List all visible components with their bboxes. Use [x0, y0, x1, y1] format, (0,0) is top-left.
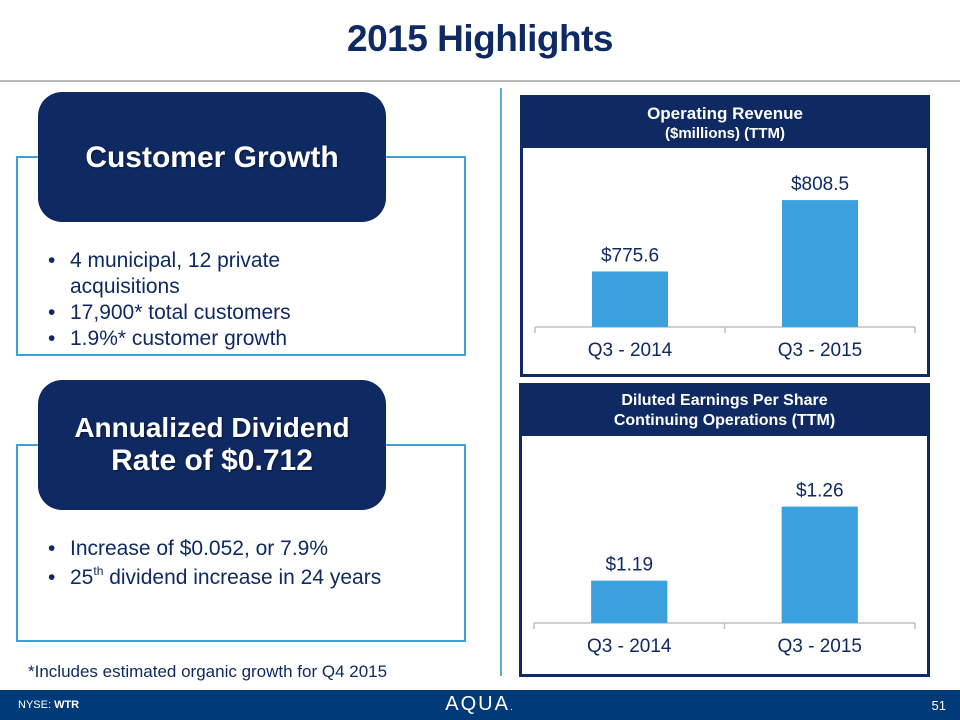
category-label: Q3 - 2015 [778, 340, 863, 361]
logo-text: AQUA [445, 693, 510, 715]
bullet-dot: • [48, 327, 56, 350]
chart-subtitle: Continuing Operations (TTM) [613, 412, 836, 429]
ordinal-suffix: th [93, 564, 104, 578]
dividend-header: Annualized Dividend Rate of $0.712 [38, 380, 386, 510]
bar [592, 271, 668, 327]
customer-growth-bullets: • 4 municipal, 12 private acquisitions • 1… [48, 248, 348, 352]
bullet-dot: • [48, 537, 56, 560]
slide-title: 2015 Highlights [347, 18, 613, 59]
dividend-bullets: • Increase of $0.052, or 7.9% • 25th divid… [48, 534, 468, 592]
chart-plot: $775.6 Q3 - 2014 $808.5 Q3 - 2015 [534, 174, 916, 361]
bullet-text: 4 municipal, 12 private acquisitions [70, 249, 281, 298]
category-label: Q3 - 2014 [587, 636, 672, 657]
customer-growth-header: Customer Growth [38, 92, 386, 222]
bar [782, 200, 858, 327]
title-divider [0, 80, 960, 82]
bullet-dot: • [48, 566, 56, 589]
data-label: $808.5 [791, 174, 849, 195]
footer-bar: NYSE: WTR AQUA. 51 [0, 690, 960, 720]
chart-header: Diluted Earnings Per Share Continuing Op… [522, 386, 927, 436]
customer-growth-title: Customer Growth [85, 140, 339, 174]
bullet-text: 17,900* total customers [70, 301, 291, 324]
chart-subtitle: ($millions) (TTM) [665, 125, 785, 142]
dividend-title-line2: Rate of $0.712 [111, 443, 313, 477]
bullet-text: dividend increase in 24 years [103, 566, 382, 589]
bullet-text-number: 25 [70, 566, 94, 589]
ticker-symbol: WTR [54, 699, 80, 711]
bullet-dot: • [48, 249, 56, 272]
dividend-title-line1: Annualized Dividend [74, 412, 350, 444]
operating-revenue-chart: Operating Revenue ($millions) (TTM) $775… [520, 95, 930, 377]
bar [591, 580, 668, 623]
data-label: $1.26 [796, 481, 844, 502]
chart-title: Diluted Earnings Per Share [621, 392, 828, 409]
logo-mark: . [509, 702, 515, 713]
bullet-item: • Increase of $0.052, or 7.9% [48, 534, 468, 563]
category-label: Q3 - 2015 [778, 636, 863, 657]
data-label: $775.6 [601, 245, 659, 266]
bullet-text: Increase of $0.052, or 7.9% [70, 537, 328, 560]
chart-plot: $1.19 Q3 - 2014 $1.26 Q3 - 2015 [533, 481, 916, 657]
bullet-item: • 1.9%* customer growth [48, 326, 348, 352]
bullet-item: • 17,900* total customers [48, 300, 348, 326]
chart-title: Operating Revenue [647, 104, 803, 123]
ticker-label: NYSE: WTR [18, 699, 79, 711]
footnote: *Includes estimated organic growth for Q… [28, 662, 388, 681]
bullet-item: • 4 municipal, 12 private acquisitions [48, 248, 348, 300]
diluted-eps-chart: Diluted Earnings Per Share Continuing Op… [519, 383, 930, 677]
category-label: Q3 - 2014 [588, 340, 673, 361]
chart-header: Operating Revenue ($millions) (TTM) [523, 98, 927, 148]
page-number: 51 [931, 698, 946, 713]
ticker-prefix: NYSE: [18, 699, 55, 711]
vertical-divider [500, 88, 502, 676]
aqua-logo: AQUA. [0, 693, 960, 716]
bullet-text: 1.9%* customer growth [70, 327, 288, 350]
data-label: $1.19 [605, 555, 653, 576]
bar [781, 506, 858, 623]
bullet-item: • 25th dividend increase in 24 years [48, 563, 468, 592]
bullet-dot: • [48, 301, 56, 324]
